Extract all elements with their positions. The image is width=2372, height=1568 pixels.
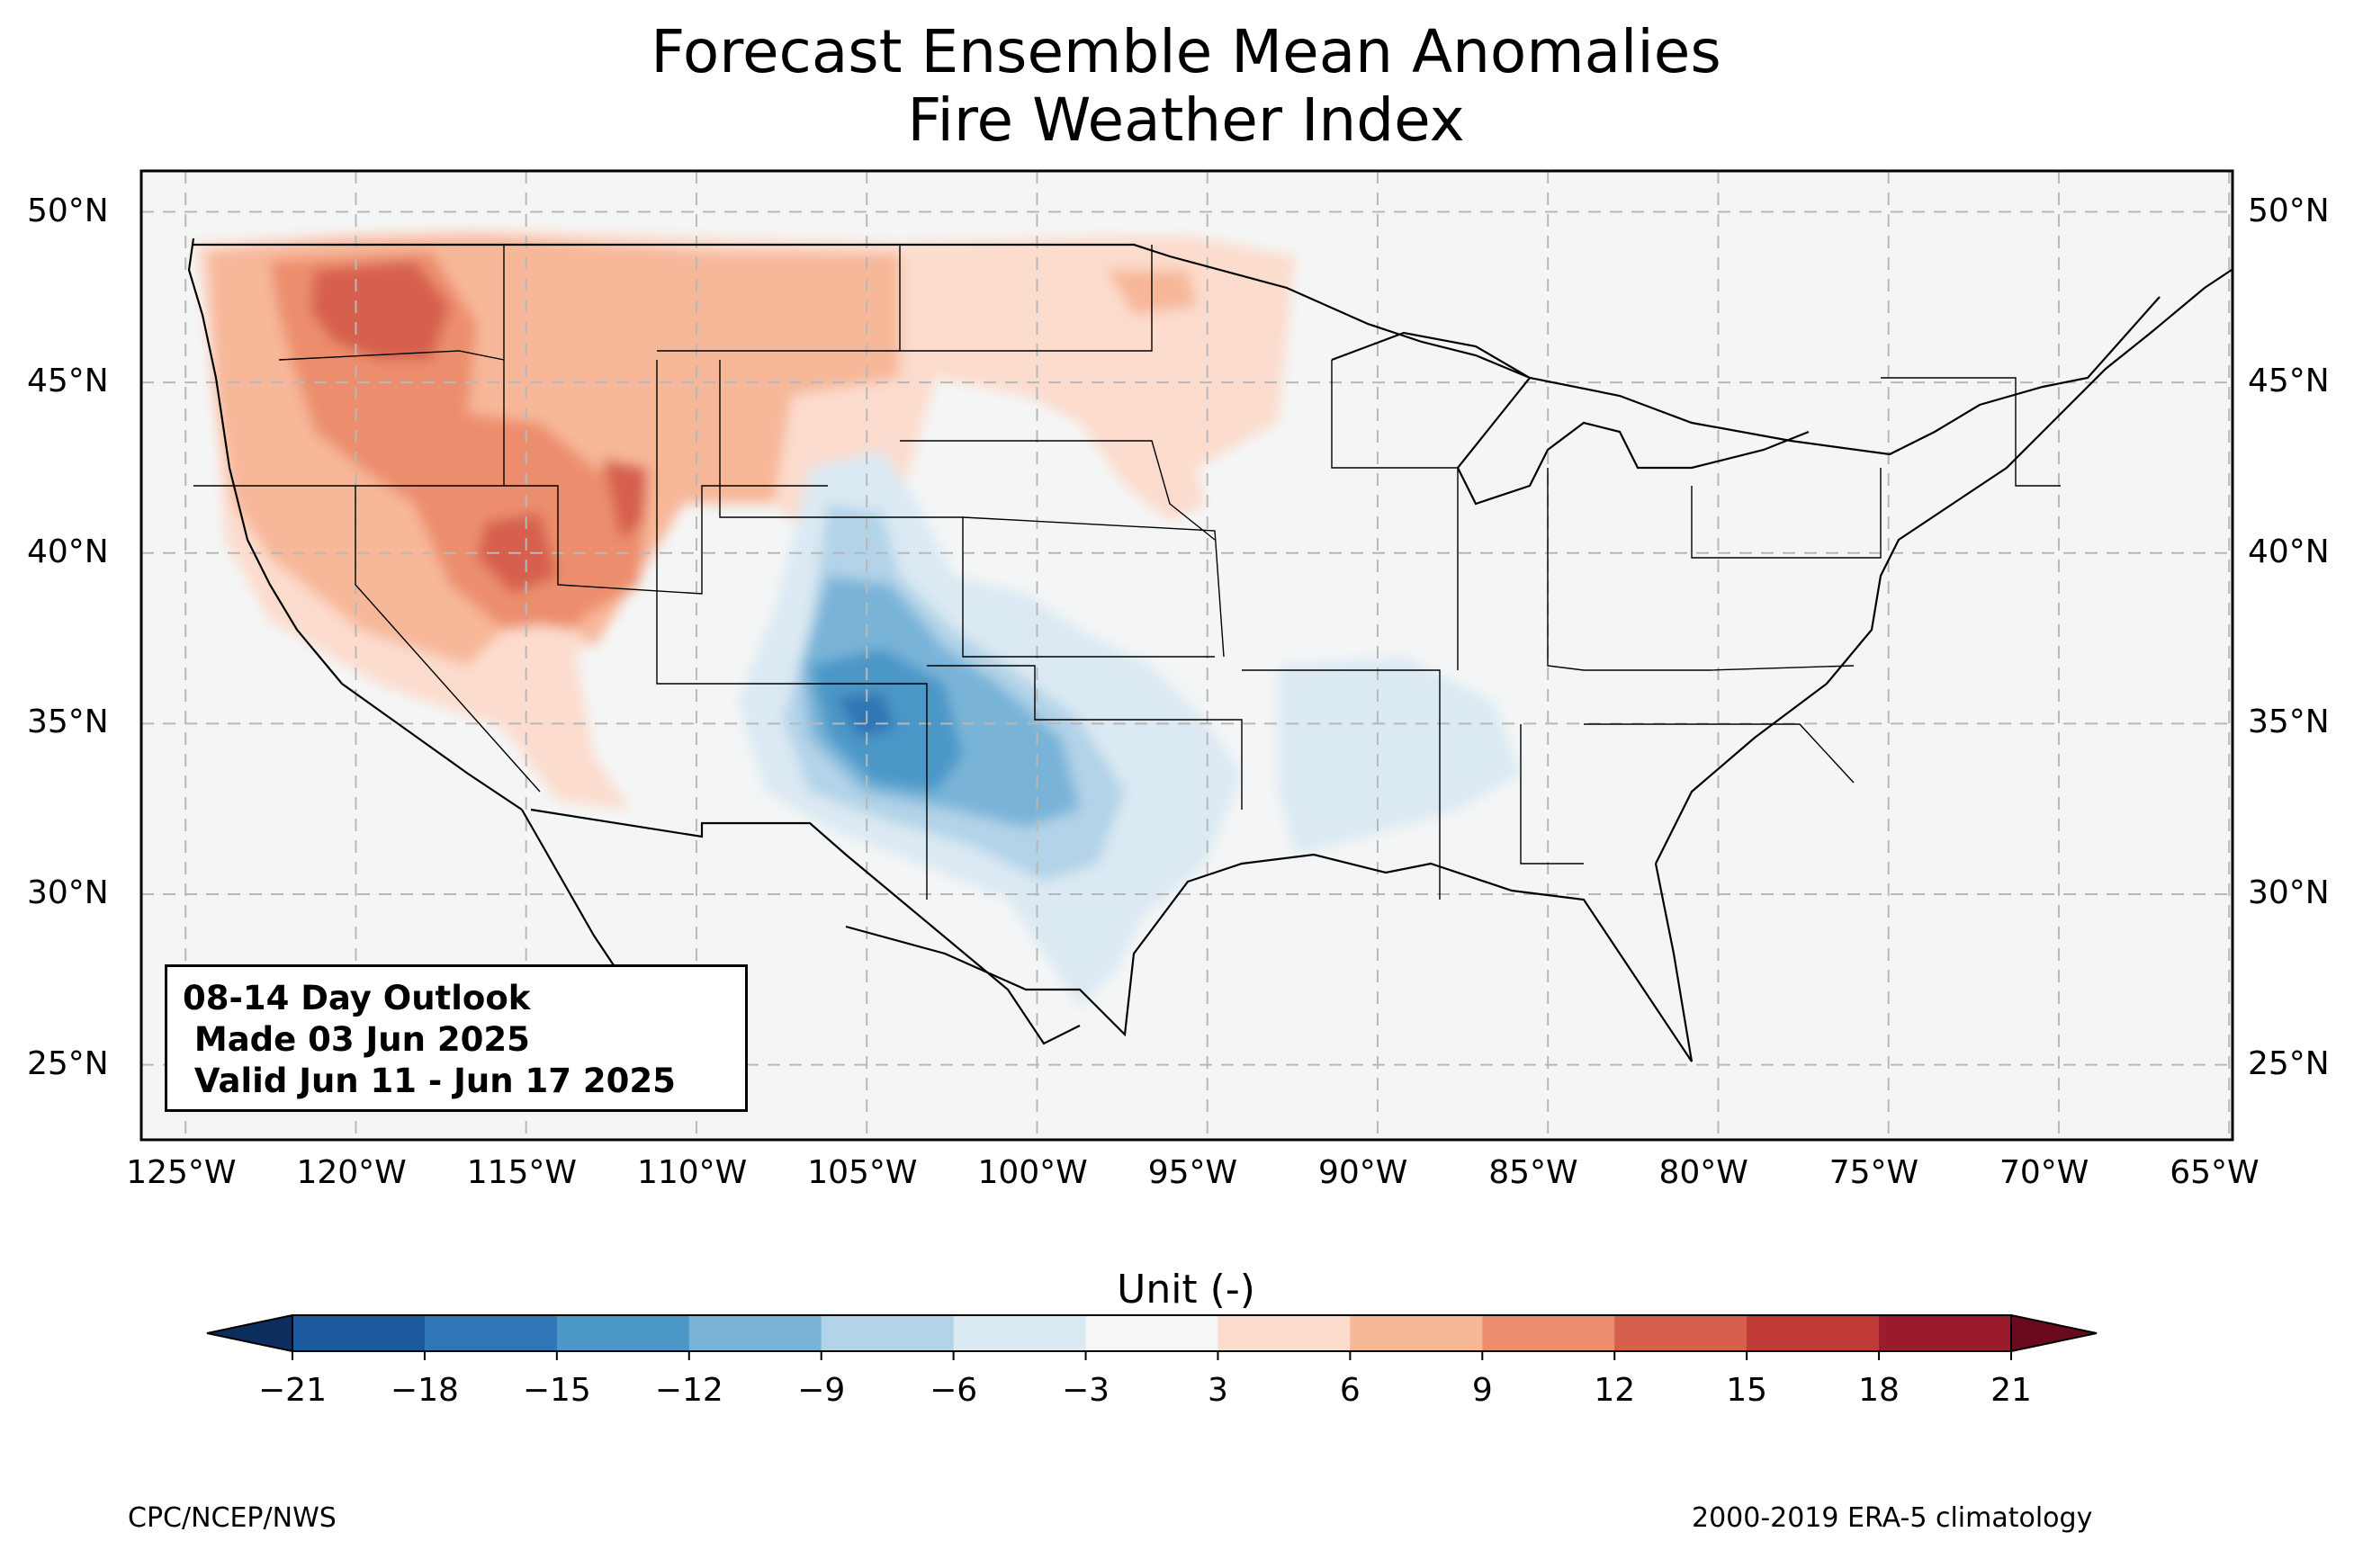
- state-borders: [193, 245, 2061, 900]
- map-frame: [139, 169, 2234, 1142]
- colorbar-tick-label: 15: [1726, 1372, 1768, 1409]
- lon-tick-label: 75°W: [1828, 1154, 1919, 1191]
- lon-tick-label: 110°W: [636, 1154, 748, 1191]
- colorbar-segment: [821, 1315, 955, 1351]
- lat-tick-label: 45°N: [2248, 363, 2330, 400]
- lat-tick-label: 35°N: [2248, 703, 2330, 741]
- colorbar-tick-label: 18: [1858, 1372, 1900, 1409]
- colorbar-tick-label: −3: [1061, 1372, 1110, 1409]
- info-box-line-2: Made 03 Jun 2025: [183, 1020, 530, 1059]
- mexico-border: [530, 808, 1081, 1045]
- graticule: [141, 171, 2233, 1140]
- lon-tick-label: 125°W: [126, 1154, 237, 1191]
- colorbar-segment: [292, 1315, 426, 1351]
- lat-tick-label: 40°N: [27, 533, 109, 570]
- positive-anomaly-12-15-c: [603, 459, 648, 540]
- lon-tick-label: 105°W: [807, 1154, 918, 1191]
- colorbar-segment: [1879, 1315, 2012, 1351]
- colorbar-tick-label: −18: [390, 1372, 459, 1409]
- west-coast: [187, 237, 523, 811]
- outlook-info-box: 08-14 Day Outlook Made 03 Jun 2025 Valid…: [165, 964, 748, 1112]
- lon-tick-label: 80°W: [1658, 1154, 1748, 1191]
- colorbar-segment: [688, 1315, 822, 1351]
- colorbar-frame: [292, 1314, 2012, 1352]
- info-box-line-1: 08-14 Day Outlook: [183, 979, 531, 1017]
- east-coast: [1655, 269, 2233, 865]
- lon-tick-label: 115°W: [466, 1154, 578, 1191]
- footer-source: CPC/NCEP/NWS: [128, 1502, 337, 1534]
- lat-tick-label: 30°N: [27, 874, 109, 911]
- colorbar: [206, 1313, 2098, 1360]
- lon-tick-label: 65°W: [2170, 1154, 2260, 1191]
- lon-tick-label: 100°W: [977, 1154, 1088, 1191]
- lat-tick-label: 25°N: [2248, 1044, 2330, 1082]
- colorbar-tick-label: 6: [1339, 1372, 1361, 1409]
- colorbar-tick-label: −9: [797, 1372, 846, 1409]
- colorbar-tick-label: 21: [1990, 1372, 2032, 1409]
- lon-tick-label: 70°W: [1999, 1154, 2089, 1191]
- lon-tick-label: 85°W: [1488, 1154, 1578, 1191]
- colorbar-tick-label: 12: [1594, 1372, 1636, 1409]
- colorbar-segment: [953, 1315, 1087, 1351]
- colorbar-segment: [1747, 1315, 1880, 1351]
- anomaly-shading: [193, 229, 1521, 1008]
- colorbar-tick-label: 3: [1208, 1372, 1228, 1409]
- colorbar-tick-label: −15: [522, 1372, 591, 1409]
- lon-tick-label: 120°W: [296, 1154, 407, 1191]
- coastlines-and-borders: [187, 237, 2233, 1071]
- lon-tick-label: 90°W: [1317, 1154, 1408, 1191]
- colorbar-segment: [1350, 1315, 1483, 1351]
- lat-tick-label: 45°N: [27, 363, 109, 400]
- positive-anomaly-12-15: [310, 261, 450, 360]
- colorbar-tick-label: −12: [654, 1372, 723, 1409]
- colorbar-under-arrow: [206, 1313, 293, 1353]
- negative-anomaly-3-6-southeast: [1278, 657, 1521, 855]
- colorbar-title: Unit (-): [1117, 1267, 1255, 1313]
- canada-us-border: [193, 243, 2161, 456]
- gulf-coast: [845, 853, 1694, 1062]
- colorbar-segment: [1614, 1315, 1748, 1351]
- info-box-line-3: Valid Jun 11 - Jun 17 2025: [183, 1062, 676, 1100]
- lat-tick-label: 35°N: [27, 703, 109, 741]
- lat-tick-label: 25°N: [27, 1044, 109, 1082]
- colorbar-segment: [1217, 1315, 1351, 1351]
- lat-tick-label: 30°N: [2248, 874, 2330, 911]
- colorbar-segment: [424, 1315, 558, 1351]
- lat-tick-label: 40°N: [2248, 533, 2330, 570]
- lon-tick-label: 95°W: [1147, 1154, 1238, 1191]
- colorbar-tick-label: 9: [1471, 1372, 1493, 1409]
- colorbar-segment: [556, 1315, 690, 1351]
- lat-tick-label: 50°N: [27, 192, 109, 229]
- colorbar-segment: [1482, 1315, 1615, 1351]
- colorbar-segment: [1085, 1315, 1218, 1351]
- chart-title-line-2: Fire Weather Index: [907, 85, 1465, 155]
- colorbar-tick-label: −6: [930, 1372, 978, 1409]
- colorbar-over-arrow: [2010, 1313, 2098, 1353]
- colorbar-tick-label: −21: [258, 1372, 327, 1409]
- lat-tick-label: 50°N: [2248, 192, 2330, 229]
- great-lakes-shore: [1331, 331, 1810, 506]
- footer-climatology: 2000-2019 ERA-5 climatology: [1692, 1502, 2093, 1534]
- chart-title-line-1: Forecast Ensemble Mean Anomalies: [651, 17, 1721, 86]
